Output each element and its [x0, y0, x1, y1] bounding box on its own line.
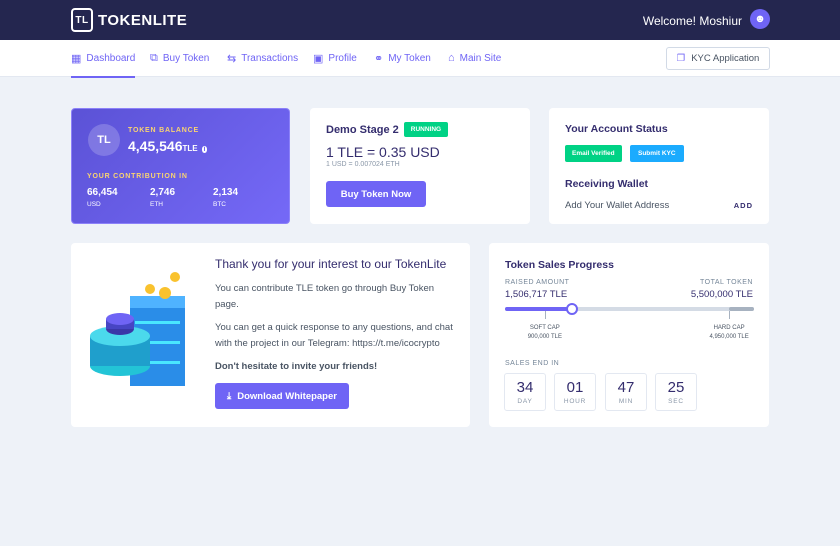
wallet-address-text: Add Your Wallet Address [565, 200, 670, 211]
buy-token-now-button[interactable]: Buy Token Now [326, 181, 426, 207]
progress-fill [505, 307, 573, 311]
contribution-value: 66,454 [87, 187, 118, 198]
sales-title: Token Sales Progress [505, 259, 614, 271]
hard-cap-label: HARD CAP [713, 325, 745, 331]
promo-title: Thank you for your interest to our Token… [215, 257, 447, 271]
promo-invite-text: Don't hesitate to invite your friends! [215, 361, 378, 372]
nav-transactions[interactable]: ⇆ Transactions [227, 52, 298, 65]
nav-label: Buy Token [162, 53, 210, 64]
progress-handle[interactable] [566, 303, 579, 315]
soft-cap-info: SOFT CAP 900,000 TLE [528, 325, 562, 340]
token-icon: ⚭ [374, 53, 384, 65]
contribution-currency: USD [87, 201, 101, 208]
download-icon: ⤓ [227, 390, 232, 402]
hard-cap-value: 4,950,000 TLE [709, 334, 749, 340]
sales-end-label: SALES END IN [505, 360, 560, 367]
top-header: TL TOKENLITE Welcome! Moshiur ☻ [0, 0, 840, 40]
nav-label: Transactions [241, 53, 299, 64]
welcome-text: Welcome! Moshiur [642, 13, 742, 28]
nav-label: Dashboard [86, 53, 136, 64]
contribution-value: 2,746 [150, 187, 176, 198]
logo[interactable]: TL TOKENLITE [71, 8, 187, 32]
progress-track [505, 303, 754, 319]
countdown-min: 47 MIN [605, 373, 647, 411]
total-amount: 5,500,000 TLE [690, 289, 753, 300]
countdown-sec: 25 SEC [655, 373, 697, 411]
account-status-title: Your Account Status [565, 123, 668, 135]
nav-label: Main Site [459, 52, 502, 64]
user-menu[interactable]: Welcome! Moshiur ☻ [642, 9, 770, 29]
soft-cap-value: 900,000 TLE [527, 334, 562, 340]
account-status-card: Your Account Status Email Verified Submi… [549, 108, 769, 224]
hard-cap-tick [729, 311, 731, 319]
button-label: Download Whitepaper [237, 390, 337, 402]
receiving-wallet-title: Receiving Wallet [565, 178, 649, 190]
logo-icon: TL [71, 8, 93, 32]
promo-telegram-text: You can get a quick response to any ques… [215, 322, 453, 349]
kyc-label: KYC Application [691, 53, 760, 64]
document-icon: ❐ [676, 53, 686, 64]
contribution-eth: 2,746 ETH [150, 187, 175, 208]
soft-cap-label: SOFT CAP [529, 325, 560, 331]
promo-card: Thank you for your interest to our Token… [71, 243, 470, 427]
countdown-value: 25 [667, 379, 685, 396]
nav-my-token[interactable]: ⚭ My Token [374, 52, 431, 65]
hard-cap-zone [729, 307, 754, 311]
contribution-value: 2,134 [213, 187, 239, 198]
raised-label: RAISED AMOUNT [505, 279, 570, 286]
total-label: TOTAL TOKEN [700, 279, 753, 286]
info-icon[interactable]: i [201, 146, 208, 153]
nav-main-site[interactable]: ⌂ Main Site [448, 52, 501, 64]
coins-icon: ⧉ [150, 52, 158, 64]
contribution-currency: ETH [150, 201, 163, 208]
countdown-value: 47 [617, 379, 635, 396]
balance-label: TOKEN BALANCE [128, 127, 199, 134]
nav-dashboard[interactable]: ▦ Dashboard [71, 52, 136, 78]
countdown-unit: HOUR [563, 398, 587, 405]
download-whitepaper-button[interactable]: ⤓ Download Whitepaper [215, 383, 349, 409]
token-illustration [90, 272, 185, 386]
eth-rate: 1 USD = 0.007024 ETH [326, 161, 400, 168]
token-sales-card: Token Sales Progress RAISED AMOUNT 1,506… [489, 243, 769, 427]
token-stage-card: Demo Stage 2 RUNNING 1 TLE = 0.35 USD 1 U… [310, 108, 530, 224]
hard-cap-info: HARD CAP 4,950,000 TLE [709, 325, 748, 340]
countdown-unit: DAY [517, 398, 533, 405]
nav-buy-token[interactable]: ⧉ Buy Token [150, 52, 209, 65]
nav-label: My Token [388, 53, 431, 64]
home-icon: ⌂ [448, 52, 455, 64]
nav-label: Profile [328, 53, 357, 64]
soft-cap-tick [544, 311, 546, 319]
email-verified-badge: Email Verified [565, 145, 622, 162]
balance-unit: TLE [182, 144, 198, 153]
countdown-hour: 01 HOUR [554, 373, 596, 411]
raised-amount: 1,506,717 TLE [505, 289, 568, 300]
add-wallet-link[interactable]: ADD [733, 201, 753, 210]
balance-value: 4,45,546TLE i [128, 138, 208, 154]
contribution-label: YOUR CONTRIBUTION IN [87, 173, 188, 180]
status-badge: RUNNING [403, 122, 449, 137]
kyc-application-button[interactable]: ❐ KYC Application [666, 47, 770, 70]
countdown-day: 34 DAY [504, 373, 546, 411]
user-card-icon: ▣ [313, 53, 324, 65]
contribution-currency: BTC [213, 201, 226, 208]
balance-amount: 4,45,546 [128, 138, 183, 154]
countdown-value: 34 [516, 379, 534, 396]
token-rate: 1 TLE = 0.35 USD [326, 144, 440, 160]
stage-title: Demo Stage 2 [326, 123, 399, 136]
token-balance-card: TL TOKEN BALANCE 4,45,546TLE i YOUR CONT… [71, 108, 290, 224]
token-logo-icon: TL [88, 124, 120, 156]
countdown-unit: SEC [668, 398, 684, 405]
main-nav: ▦ Dashboard ⧉ Buy Token ⇆ Transactions ▣ Pro… [0, 40, 840, 78]
contribution-btc: 2,134 BTC [213, 187, 238, 208]
swap-icon: ⇆ [227, 53, 237, 65]
countdown-value: 01 [566, 379, 584, 396]
user-avatar-icon[interactable]: ☻ [750, 9, 770, 29]
nav-profile[interactable]: ▣ Profile [313, 52, 357, 65]
submit-kyc-button[interactable]: Submit KYC [630, 145, 684, 162]
grid-icon: ▦ [71, 53, 82, 65]
promo-paragraph: You can contribute TLE token go through … [215, 283, 435, 310]
countdown-unit: MIN [618, 398, 634, 405]
contribution-usd: 66,454 USD [87, 187, 118, 208]
logo-text: TOKENLITE [98, 11, 188, 29]
